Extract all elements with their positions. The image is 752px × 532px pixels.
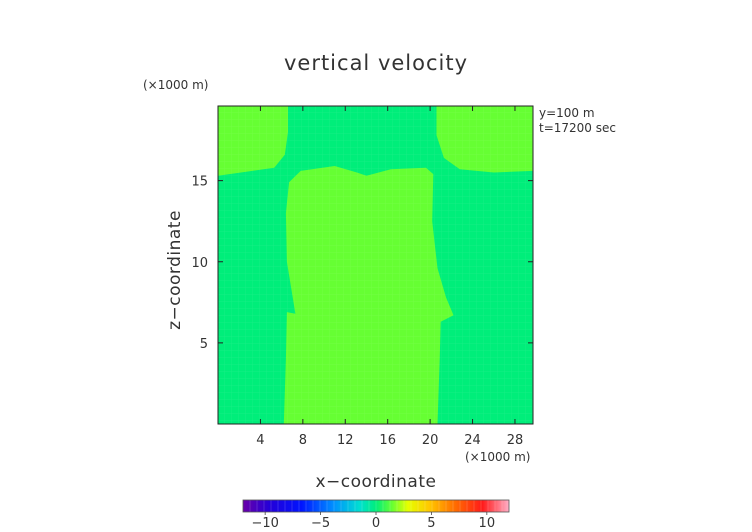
x-axis-unit: (×1000 m): [465, 450, 530, 464]
annotation-y: y=100 m: [539, 106, 595, 120]
x-tick-label: 16: [379, 433, 396, 448]
x-tick-label: 8: [299, 433, 307, 448]
plot-area: [217, 105, 534, 425]
x-tick-label: 12: [337, 433, 354, 448]
plot-frame: [217, 105, 534, 425]
x-tick-label: 24: [464, 433, 481, 448]
x-axis-ticks: 4 8 12 16 20 24 28: [256, 106, 523, 448]
colorbar-tick-label: −5: [311, 516, 330, 531]
colorbar-tick-label: 10: [479, 516, 496, 531]
y-axis-label: z−coordinate: [165, 210, 185, 330]
x-tick-label: 20: [422, 433, 439, 448]
colorbar-tick-label: 0: [372, 516, 380, 531]
x-tick-label: 28: [507, 433, 524, 448]
colorbar-ticks: −10 −5 0 5 10: [251, 512, 495, 531]
y-tick-label: 10: [191, 256, 208, 271]
y-tick-label: 15: [191, 175, 208, 190]
colorbar: −10 −5 0 5 10: [242, 499, 510, 531]
colorbar-cells: [249, 500, 503, 512]
chart-title: vertical velocity: [284, 51, 468, 75]
x-tick-label: 4: [256, 433, 264, 448]
colorbar-tick-label: −10: [251, 516, 278, 531]
colorbar-gradient: [243, 500, 509, 512]
y-axis-ticks: 5 10 15: [191, 175, 533, 352]
y-axis-unit: (×1000 m): [143, 78, 208, 92]
y-tick-label: 5: [200, 337, 208, 352]
fine-grid-overlay: [218, 106, 533, 424]
annotation-time: t=17200 sec: [539, 121, 616, 135]
x-axis-label: x−coordinate: [316, 472, 437, 492]
colorbar-tick-label: 5: [427, 516, 435, 531]
